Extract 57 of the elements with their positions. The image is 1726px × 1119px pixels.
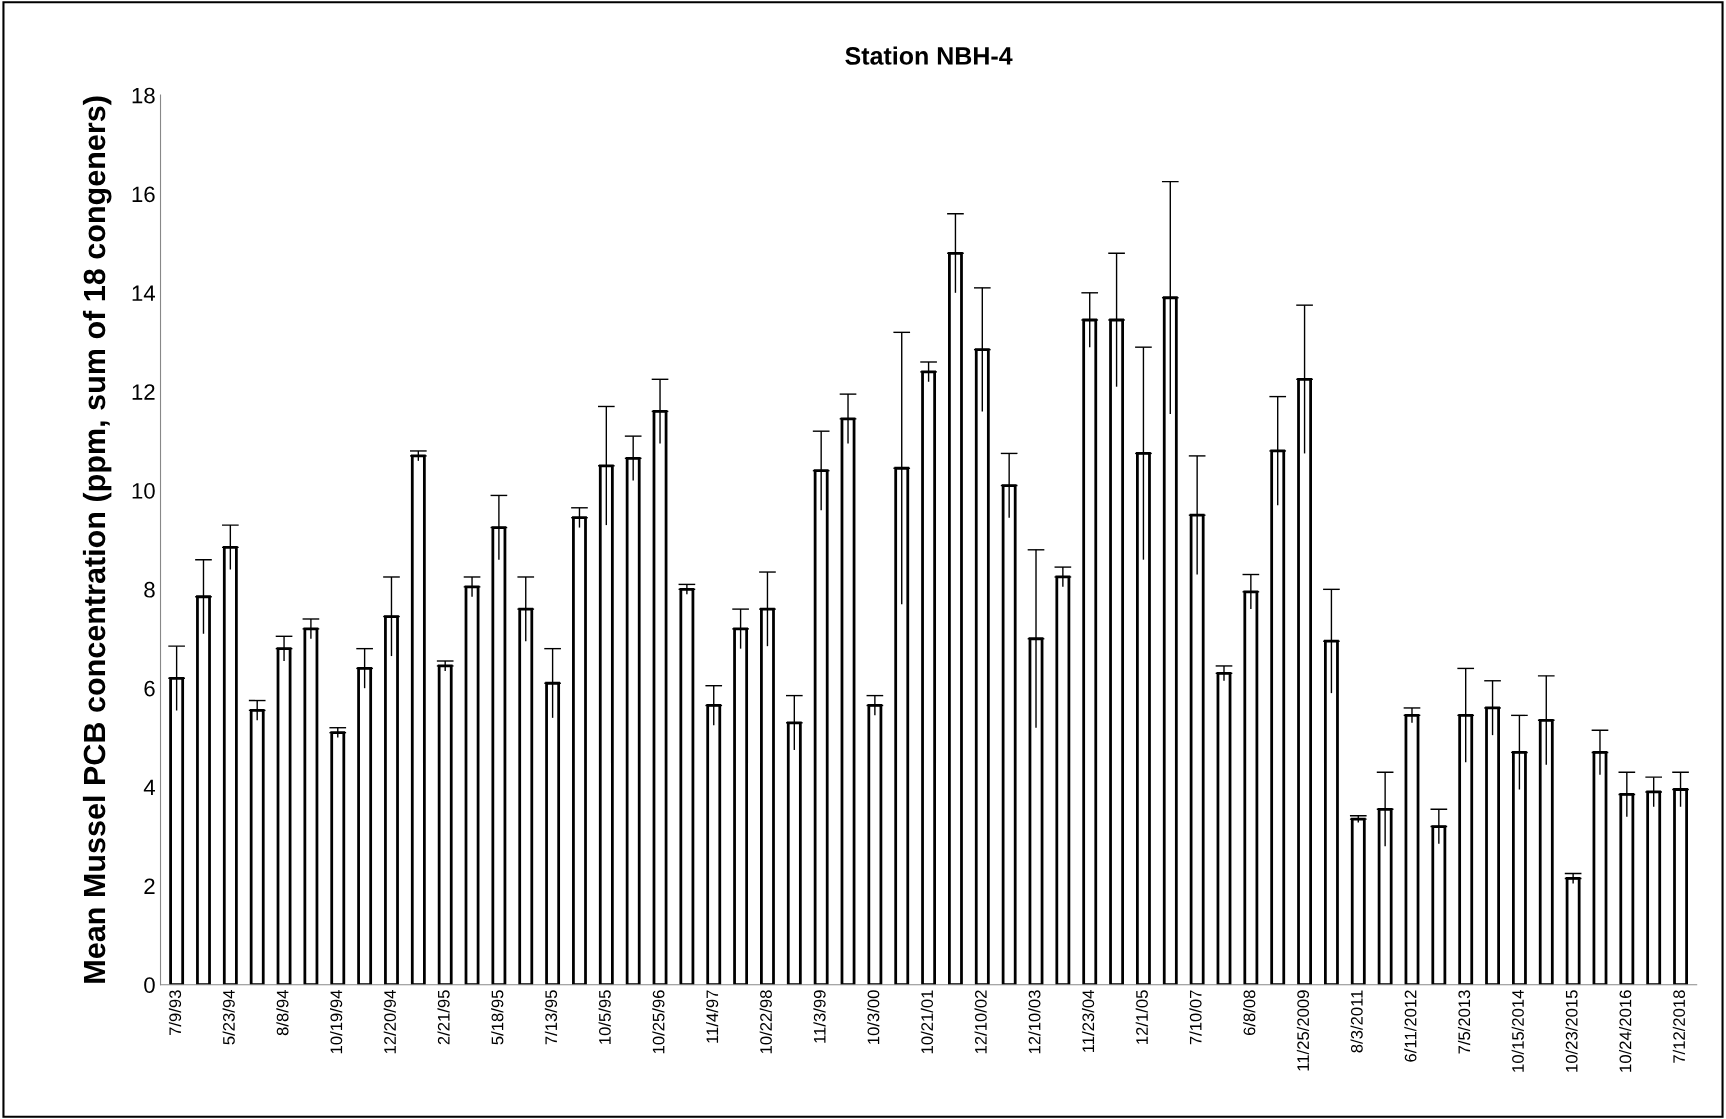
x-tick-label: 11/3/99 bbox=[813, 990, 826, 1043]
bar bbox=[1216, 671, 1232, 985]
x-tick-label: 5/23/94 bbox=[222, 990, 235, 1045]
x-tick-label: 5/18/95 bbox=[491, 990, 504, 1045]
x-tick-label: 12/10/03 bbox=[1028, 990, 1041, 1054]
bar bbox=[330, 731, 346, 985]
bar bbox=[518, 607, 534, 985]
x-tick-label: 7/9/93 bbox=[168, 990, 182, 1036]
x-tick-label: 10/15/2014 bbox=[1511, 990, 1524, 1072]
x-tick-label: 12/1/05 bbox=[1135, 990, 1148, 1044]
x-tick-label: 6/11/2012 bbox=[1404, 990, 1417, 1062]
y-tick-label: 10 bbox=[132, 483, 155, 499]
x-tick-label: 10/24/2016 bbox=[1619, 990, 1632, 1072]
bar bbox=[1082, 318, 1098, 985]
x-tick-label: 10/3/00 bbox=[867, 990, 880, 1044]
y-tick-label: 4 bbox=[143, 779, 156, 796]
x-tick-label: 12/20/94 bbox=[383, 990, 396, 1054]
x-tick-label: 11/23/04 bbox=[1081, 990, 1095, 1052]
y-tick-label: 12 bbox=[132, 384, 155, 400]
x-tick-label: 10/23/2015 bbox=[1565, 990, 1578, 1072]
x-tick-label: 2/21/95 bbox=[437, 990, 450, 1045]
y-axis-title: Mean Mussel PCB concentration (ppm, sum of 18 congeners) bbox=[82, 96, 112, 983]
y-tick-label: 6 bbox=[144, 680, 155, 697]
y-tick-label: 14 bbox=[132, 285, 156, 301]
x-tick-label: 10/21/01 bbox=[920, 990, 934, 1054]
x-tick-label: 10/5/95 bbox=[598, 990, 611, 1044]
x-tick-label: 6/8/08 bbox=[1243, 990, 1256, 1036]
bar bbox=[679, 587, 695, 985]
x-tick-label: 8/3/2011 bbox=[1350, 990, 1363, 1053]
x-tick-label: 11/4/97 bbox=[705, 990, 719, 1043]
x-tick-label: 8/8/94 bbox=[276, 990, 289, 1036]
x-tick-label: 12/10/02 bbox=[974, 990, 987, 1054]
bar bbox=[1055, 575, 1071, 985]
y-tick-label: 16 bbox=[132, 186, 155, 203]
bar bbox=[1404, 713, 1420, 985]
x-tick-label: 7/13/95 bbox=[544, 990, 558, 1045]
bar bbox=[410, 454, 426, 985]
x-tick-label: 11/25/2009 bbox=[1296, 990, 1310, 1071]
y-tick-label: 8 bbox=[144, 581, 155, 598]
bar bbox=[1485, 706, 1500, 985]
x-tick-label: 10/22/98 bbox=[759, 990, 772, 1054]
chart-title: Station NBH-4 bbox=[845, 46, 1013, 65]
x-tick-label: 7/12/2018 bbox=[1672, 990, 1686, 1063]
bar bbox=[760, 607, 775, 985]
bar bbox=[1350, 817, 1366, 985]
bar bbox=[1109, 318, 1125, 985]
y-tick-label: 0 bbox=[144, 977, 155, 993]
x-tick-label: 7/10/07 bbox=[1189, 990, 1202, 1045]
y-tick-label: 2 bbox=[144, 878, 155, 894]
bar bbox=[1565, 877, 1581, 985]
x-tick-label: 10/19/94 bbox=[330, 990, 343, 1054]
x-tick-label: 10/25/96 bbox=[652, 990, 665, 1054]
x-tick-label: 7/5/2013 bbox=[1457, 990, 1471, 1054]
bar bbox=[1270, 449, 1286, 985]
y-tick-label: 18 bbox=[132, 87, 155, 104]
bar bbox=[437, 664, 453, 985]
bar bbox=[1646, 790, 1662, 985]
